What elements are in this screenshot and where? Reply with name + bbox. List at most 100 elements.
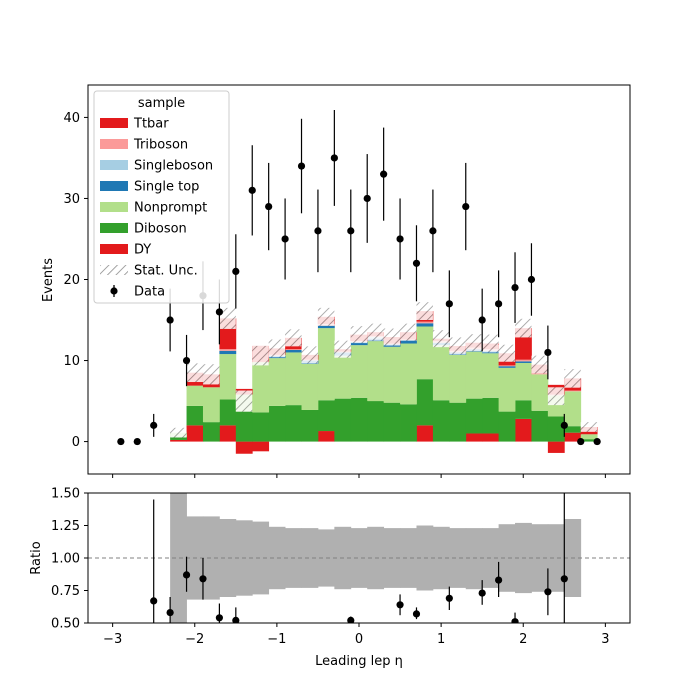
stack-bar-diboson	[219, 399, 237, 426]
stat-unc-band	[235, 390, 253, 412]
data-point	[248, 186, 256, 194]
data-point	[215, 308, 223, 316]
stack-bar-diboson	[170, 436, 187, 440]
ratio-point	[396, 601, 404, 609]
stack-bar-nonprompt	[416, 326, 434, 380]
ratio-unc-band	[449, 528, 467, 588]
ratio-point	[478, 589, 486, 597]
main-ytick-label: 10	[63, 354, 80, 369]
stack-bar-nonprompt	[367, 341, 385, 402]
data-point	[412, 259, 421, 267]
stat-unc-band	[564, 369, 581, 388]
data-point	[133, 437, 141, 446]
data-point	[347, 227, 355, 235]
stat-unc-band	[416, 302, 433, 321]
stack-bar-nonprompt	[317, 328, 335, 401]
stat-unc-band	[350, 326, 368, 344]
stack-bar-diboson	[268, 405, 286, 442]
legend-swatch-single-top	[100, 181, 128, 191]
stack-bar-nonprompt	[334, 355, 352, 399]
stat-unc-band	[367, 323, 384, 341]
ratio-ytick-label: 1.50	[51, 487, 80, 502]
stack-bar-diboson	[383, 402, 401, 442]
data-point	[577, 437, 585, 446]
ratio-unc-band	[219, 519, 237, 597]
data-point	[560, 421, 568, 429]
stat-unc-band	[515, 318, 532, 338]
xtick-label: −2	[185, 632, 204, 647]
stat-unc-band	[482, 334, 499, 353]
stack-bar-single-top	[515, 361, 532, 363]
xtick-label: 3	[601, 632, 609, 647]
stack-bar-diboson	[367, 401, 385, 442]
data-point	[380, 170, 388, 178]
ratio-unc-band	[170, 493, 187, 623]
data-point	[182, 356, 191, 365]
stack-bar-dy	[515, 418, 532, 442]
stat-unc-band	[334, 340, 351, 358]
ratio-unc-band	[498, 524, 516, 592]
stack-bar-diboson	[252, 412, 270, 442]
stack-bar-diboson	[482, 397, 500, 434]
stat-unc-band	[580, 422, 598, 432]
stack-bar-diboson	[416, 379, 434, 426]
stack-bar-nonprompt	[465, 351, 483, 399]
stack-bar-dy	[317, 431, 335, 442]
ratio-point	[166, 609, 174, 617]
data-point	[232, 267, 240, 275]
legend-marker-data	[110, 287, 118, 295]
stat-unc-band	[547, 387, 565, 406]
legend-label-stat-unc-: Stat. Unc.	[134, 264, 198, 279]
stack-bar-triboson	[515, 359, 532, 362]
data-point	[527, 275, 536, 284]
stack-bar-single-top	[498, 366, 516, 368]
stat-unc-band	[202, 364, 220, 385]
ratio-point	[495, 576, 503, 584]
stack-bar-dy	[564, 432, 582, 442]
data-point	[297, 162, 306, 170]
data-point	[462, 202, 470, 211]
legend-swatch-dy	[100, 244, 128, 254]
ratio-unc-band	[301, 528, 319, 588]
stack-bar-diboson	[235, 411, 253, 442]
stack-bar-dy	[186, 425, 204, 442]
xtick-label: −1	[267, 632, 286, 647]
ratio-point	[182, 571, 191, 579]
stat-unc-band	[252, 345, 269, 366]
stack-bar-nonprompt	[564, 391, 582, 427]
legend-title: sample	[138, 96, 185, 111]
data-point	[478, 316, 486, 324]
ratio-panel: 0.50 0.75 1.00 1.25 1.50 −3 −2 −1 0 1 2 3 Ratio Le…	[29, 487, 631, 669]
data-point	[363, 194, 371, 203]
stack-bar-nonprompt	[400, 343, 417, 405]
ratio-point	[544, 588, 552, 596]
legend-swatch-stat-unc-	[100, 265, 128, 275]
stack-bar-diboson	[350, 397, 368, 442]
data-point	[445, 300, 453, 308]
stack-bar-triboson	[285, 349, 302, 351]
stack-bar-dy	[219, 425, 237, 442]
stack-bar-nonprompt	[482, 353, 500, 398]
stack-bar-dy	[465, 433, 483, 442]
main-ytick-label: 40	[63, 111, 80, 126]
data-point	[511, 284, 519, 292]
stat-unc-band	[219, 307, 236, 329]
ratio-ytick-label: 0.75	[51, 584, 80, 599]
stack-bar-diboson	[202, 422, 220, 442]
stack-bar-diboson	[515, 400, 532, 419]
ratio-y-axis: 0.50 0.75 1.00 1.25 1.50	[51, 487, 88, 632]
stack-bar-single-top	[219, 350, 237, 355]
stack-bar-dy	[482, 433, 500, 442]
ratio-unc-band	[547, 524, 565, 592]
legend-swatch-triboson	[100, 139, 128, 149]
stat-unc-band	[186, 363, 203, 383]
data-point	[150, 421, 158, 429]
main-ylabel: Events	[41, 258, 56, 302]
data-point	[544, 348, 552, 357]
legend-swatch-singleboson	[100, 160, 128, 170]
stat-unc-band	[383, 328, 401, 346]
ratio-plot-area	[88, 493, 630, 623]
stack-bar-triboson	[531, 373, 549, 375]
stack-bar-diboson	[564, 426, 582, 433]
stack-bar-diboson	[580, 439, 598, 442]
